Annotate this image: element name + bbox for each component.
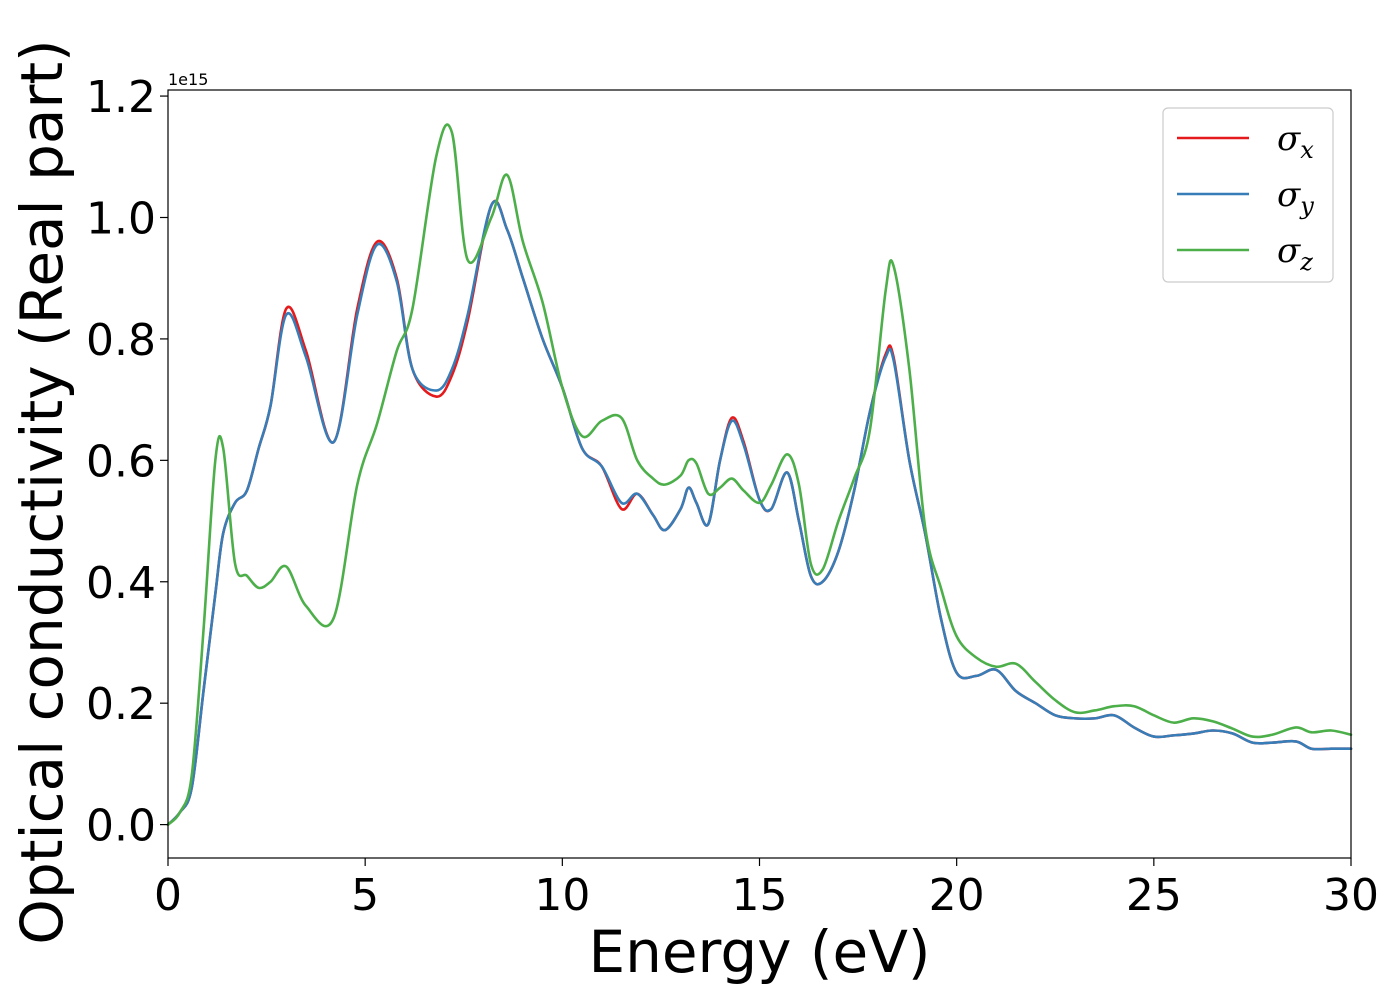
- y-tick-label: 0.8: [86, 315, 156, 366]
- y-tick-label: 0.4: [86, 558, 156, 609]
- legend-label-x: σx: [1277, 119, 1314, 164]
- y-axis: 0.0 0.2 0.4 0.6 0.8 1.0 1.2: [86, 72, 168, 852]
- y-axis-title: Optical conductivity (Real part): [8, 39, 76, 944]
- x-tick-label: 15: [732, 870, 788, 921]
- x-axis-title: Energy (eV): [588, 918, 930, 986]
- series-layer: [166, 123, 1353, 826]
- x-tick-label: 30: [1323, 870, 1379, 921]
- series-line-x: [166, 199, 1353, 826]
- legend-label-y: σy: [1277, 175, 1314, 220]
- series-line-z: [166, 123, 1353, 826]
- y-offset-label: 1e15: [168, 70, 208, 89]
- y-tick-label: 1.0: [86, 193, 156, 244]
- x-tick-label: 25: [1126, 870, 1182, 921]
- x-tick-label: 20: [929, 870, 985, 921]
- y-tick-label: 0.6: [86, 436, 156, 487]
- x-tick-label: 0: [154, 870, 182, 921]
- series-line-y: [166, 200, 1353, 826]
- y-tick-label: 0.2: [86, 679, 156, 730]
- y-tick-label: 0.0: [86, 801, 156, 852]
- legend-label-z: σz: [1277, 231, 1313, 276]
- y-tick-label: 1.2: [86, 72, 156, 123]
- x-tick-label: 10: [534, 870, 590, 921]
- legend: σx σy σz: [1162, 107, 1334, 283]
- x-axis: 0 5 10 15 20 25 30: [154, 858, 1379, 921]
- x-tick-label: 5: [351, 870, 379, 921]
